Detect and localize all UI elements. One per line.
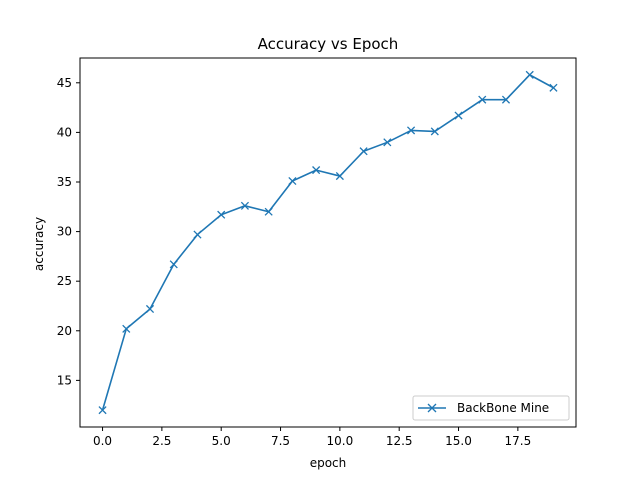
data-point-marker [264,207,273,216]
data-point-marker [240,201,249,210]
data-point-marker [549,83,558,92]
data-point-marker [335,171,344,181]
y-axis-ticks: 15 20 25 30 35 40 45 [57,76,80,387]
data-point-marker [98,406,107,415]
y-axis-tick-label: 40 [57,125,72,139]
data-point-marker [122,324,131,333]
data-point-marker [407,126,416,135]
x-axis-tick-label: 5.0 [212,434,231,448]
y-axis-tick-label: 25 [57,274,72,288]
series-line [101,74,554,411]
data-point-marker [312,166,321,175]
data-point-marker [525,70,534,79]
data-point-marker [217,210,226,219]
data-point-marker [359,147,368,156]
x-axis-ticks: 0.0 2.5 5.0 7.5 10.0 12.5 15.0 17.5 [93,427,531,448]
data-point-marker [288,176,297,186]
x-axis-tick-label: 10.0 [327,434,354,448]
data-point-marker [501,95,511,104]
chart-title: Accuracy vs Epoch [258,35,399,53]
x-axis-tick-label: 2.5 [152,434,171,448]
x-axis-label: epoch [310,456,347,470]
x-axis-tick-label: 12.5 [386,434,413,448]
data-point-marker [454,111,463,120]
y-axis-tick-label: 20 [57,324,72,338]
x-axis-tick-label: 15.0 [445,434,472,448]
y-axis-tick-label: 15 [57,373,72,387]
data-point-marker [430,127,439,136]
y-axis-tick-label: 35 [57,175,72,189]
legend: BackBone Mine [412,395,570,421]
y-axis-tick-label: 30 [57,225,72,239]
data-point-marker [145,304,155,314]
data-point-marker [383,138,392,147]
x-axis-tick-label: 7.5 [271,434,290,448]
y-axis-label: accuracy [32,217,46,271]
legend-series-label: BackBone Mine [457,401,549,415]
data-point-marker [169,260,178,269]
legend-marker-icon [427,403,437,413]
data-point-marker [478,95,487,104]
plot-layer [98,70,558,415]
plot-area-frame [79,57,577,428]
y-axis-tick-label: 45 [57,76,72,90]
legend-box [412,395,570,421]
x-axis-tick-label: 17.5 [504,434,531,448]
data-point-marker [193,230,202,239]
x-axis-tick-label: 0.0 [93,434,112,448]
